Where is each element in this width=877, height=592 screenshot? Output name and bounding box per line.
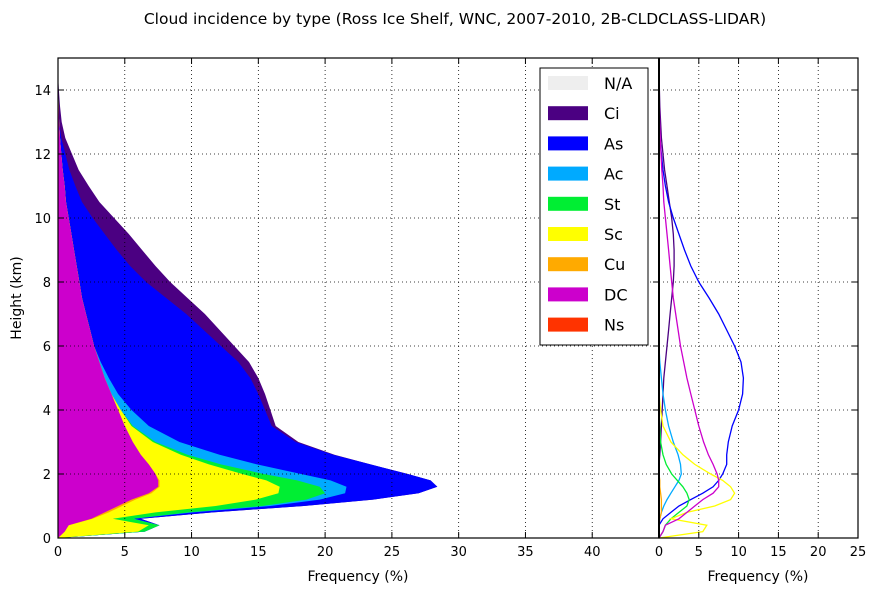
x-tick-label-25: 25 [384,545,401,560]
y-tick-label-0: 0 [43,532,51,547]
x-tick-label-30: 30 [450,545,467,560]
x-tick-label-20: 20 [317,545,334,560]
side-x-tick-label-20: 20 [810,545,827,560]
side-x-axis-label: Frequency (%) [707,569,808,585]
y-tick-label-12: 12 [34,148,51,163]
y-tick-label-8: 8 [43,276,51,291]
legend-swatch-sc [548,227,588,241]
side-x-tick-labels: 0 5 10 15 20 25 [655,545,866,560]
main-y-tick-labels: 0 2 4 6 8 10 12 14 [34,84,51,547]
legend: N/A Ci As Ac St Sc Cu DC Ns [539,67,649,346]
side-tick-marks [658,58,859,539]
main-gridlines [58,58,659,538]
x-tick-label-40: 40 [584,545,601,560]
x-tick-label-0: 0 [54,545,62,560]
side-x-tick-label-0: 0 [655,545,663,560]
main-x-axis-label: Frequency (%) [307,569,408,585]
area-as [58,58,438,538]
legend-label-na: N/A [604,74,632,93]
legend-label-ac: Ac [604,165,623,184]
legend-swatch-ns [548,317,588,332]
side-x-tick-label-5: 5 [695,545,703,560]
legend-swatch-na [548,76,588,90]
legend-swatch-ac [548,166,588,181]
main-x-tick-labels: 0 5 10 15 20 25 30 35 40 [54,545,601,560]
x-tick-label-35: 35 [517,545,534,560]
side-x-tick-label-25: 25 [850,545,867,560]
profile-line-as [658,74,745,538]
side-x-tick-label-15: 15 [770,545,787,560]
profile-line-dc [658,73,720,539]
chart-title: Cloud incidence by type (Ross Ice Shelf,… [144,10,766,28]
x-tick-label-10: 10 [183,545,200,560]
side-plot-frame [658,57,859,539]
legend-label-ci: Ci [604,104,620,123]
side-panel: 0 5 10 15 20 25 Frequency (%) [655,57,866,585]
x-tick-label-5: 5 [121,545,129,560]
legend-label-ns: Ns [604,316,624,335]
area-ac [58,58,347,538]
y-tick-label-10: 10 [34,212,51,227]
side-gridlines [659,58,859,538]
legend-swatch-as [548,136,588,151]
stacked-area-layer [58,58,438,538]
legend-label-cu: Cu [604,255,625,274]
legend-label-dc: DC [604,285,628,304]
profile-lines-layer [658,73,745,539]
legend-swatch-cu [548,257,588,272]
y-axis-label: Height (km) [9,256,25,339]
legend-swatch-ci [548,106,588,121]
legend-label-sc: Sc [604,225,623,244]
legend-label-st: St [604,195,620,214]
profile-line-ci [658,73,675,538]
y-tick-label-4: 4 [43,404,51,419]
main-panel: 0 5 10 15 20 25 30 35 40 0 2 4 6 8 10 12 14 Frequency (… [9,57,660,585]
area-dc [58,58,159,538]
legend-swatch-st [548,196,588,211]
legend-label-as: As [604,134,623,153]
legend-swatch-dc [548,287,588,302]
x-tick-label-15: 15 [250,545,267,560]
y-tick-label-14: 14 [34,84,51,99]
y-tick-label-6: 6 [43,340,51,355]
y-tick-label-2: 2 [43,468,51,483]
side-x-tick-label-10: 10 [730,545,747,560]
